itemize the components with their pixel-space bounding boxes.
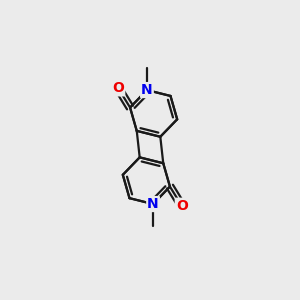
Text: O: O — [112, 81, 124, 95]
Text: O: O — [176, 199, 188, 213]
Text: N: N — [147, 197, 159, 211]
Text: N: N — [141, 83, 153, 97]
